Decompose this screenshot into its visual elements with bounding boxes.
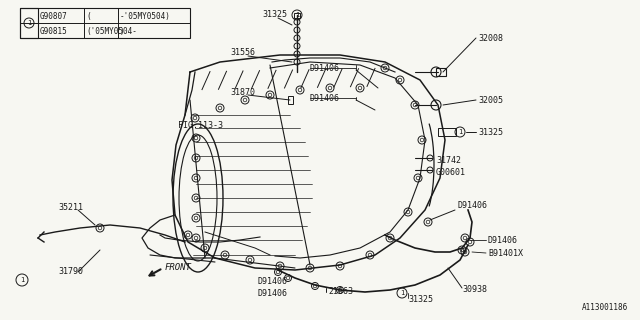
Text: FRONT: FRONT	[165, 263, 192, 273]
Text: 31325: 31325	[478, 127, 503, 137]
Text: 32005: 32005	[478, 95, 503, 105]
Text: -'05MY0504): -'05MY0504)	[120, 12, 171, 21]
Text: 32008: 32008	[478, 34, 503, 43]
Text: D91406: D91406	[488, 236, 518, 244]
Text: FIG.113-3: FIG.113-3	[178, 121, 223, 130]
Bar	[20, 8, 38, 38]
Text: 1: 1	[458, 129, 462, 135]
Text: G90807: G90807	[40, 12, 68, 21]
Text: ): )	[120, 27, 125, 36]
Text: 35211: 35211	[58, 203, 83, 212]
Bar	[294, 13, 300, 18]
Text: 31325: 31325	[408, 295, 433, 305]
Text: D91406: D91406	[258, 290, 288, 299]
Text: (: (	[86, 12, 91, 21]
Text: 31870: 31870	[230, 87, 255, 97]
Text: 30938: 30938	[462, 285, 487, 294]
Text: A113001186: A113001186	[582, 303, 628, 312]
Text: ('05MY0504-: ('05MY0504-	[86, 27, 137, 36]
Bar	[436, 68, 446, 76]
Text: 31742: 31742	[436, 156, 461, 164]
Bar	[288, 96, 293, 104]
Text: 1: 1	[27, 20, 31, 26]
Text: 31790: 31790	[58, 268, 83, 276]
Bar	[20, 8, 190, 38]
Text: D91406: D91406	[310, 93, 340, 102]
Text: 1: 1	[295, 12, 299, 18]
Text: 21663: 21663	[328, 287, 353, 297]
Text: 31556: 31556	[230, 47, 255, 57]
Bar	[438, 128, 456, 136]
Text: G90815: G90815	[40, 27, 68, 36]
Text: D91406: D91406	[310, 63, 340, 73]
Text: D91406: D91406	[258, 277, 288, 286]
Text: 1: 1	[400, 290, 404, 296]
Text: 1: 1	[20, 277, 24, 283]
Text: D91406: D91406	[457, 201, 487, 210]
Text: B91401X: B91401X	[488, 249, 523, 258]
Text: G00601: G00601	[436, 167, 466, 177]
Text: 31325: 31325	[262, 10, 287, 19]
